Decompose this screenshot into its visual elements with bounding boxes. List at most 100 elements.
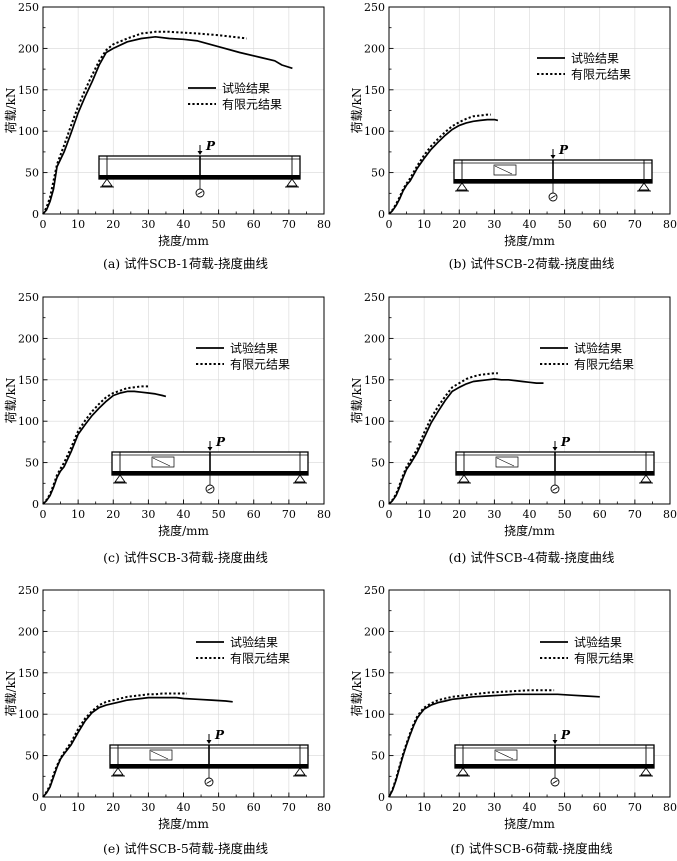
beam-schematic-inset: P <box>98 139 301 198</box>
x-tick-label: 50 <box>558 508 572 521</box>
y-tick-label: 0 <box>32 208 39 221</box>
x-tick-label: 60 <box>593 218 607 231</box>
beam-schematic-inset: P <box>454 728 655 787</box>
legend-label: 试验结果 <box>222 81 270 96</box>
x-tick-label: 50 <box>558 218 572 231</box>
x-tick-label: 20 <box>452 508 466 521</box>
series-line-fem <box>42 385 149 505</box>
series-line-test <box>388 378 544 505</box>
support-left <box>457 767 469 776</box>
y-tick-label: 250 <box>364 291 385 304</box>
web-opening-mark <box>149 749 173 761</box>
beam-bottom-flange <box>110 764 308 768</box>
y-tick-label: 200 <box>18 625 39 638</box>
x-tick-label: 10 <box>417 801 431 814</box>
x-tick-label: 40 <box>523 801 537 814</box>
support-right <box>294 474 306 483</box>
legend-label: 试验结果 <box>574 635 622 650</box>
series-line-fem <box>388 689 555 798</box>
legend-label: 有限元结果 <box>230 652 290 666</box>
chart-panel-d: 0 10 20 30 40 50 60 70 80 0 50 100 150 200 250 挠度/mm 荷载/… <box>350 291 677 538</box>
x-tick-label: 40 <box>523 218 537 231</box>
y-tick-label: 100 <box>364 125 385 138</box>
y-tick-label: 250 <box>18 584 39 597</box>
gauge-needle <box>206 780 212 784</box>
support-right <box>286 178 298 187</box>
legend-label: 有限元结果 <box>571 68 631 82</box>
x-tick-label: 70 <box>628 218 642 231</box>
beam-bottom-flange <box>99 175 300 179</box>
x-tick-label: 20 <box>106 801 120 814</box>
support-right <box>638 182 650 191</box>
y-tick-label: 50 <box>371 167 385 180</box>
beam-schematic-inset: P <box>455 435 655 494</box>
beam-schematic-inset: P <box>111 435 309 494</box>
x-tick-label: 50 <box>212 218 226 231</box>
y-axis-label: 荷载/kN <box>4 671 18 717</box>
y-tick-label: 200 <box>18 42 39 55</box>
y-tick-label: 150 <box>364 84 385 97</box>
legend-label: 有限元结果 <box>574 652 634 666</box>
y-tick-label: 100 <box>18 415 39 428</box>
x-axis-label: 挠度/mm <box>504 816 555 831</box>
y-tick-label: 100 <box>18 125 39 138</box>
figure-caption: (d) 试件SCB-4荷载-挠度曲线 <box>449 550 615 565</box>
y-tick-label: 150 <box>18 374 39 387</box>
y-tick-label: 150 <box>364 374 385 387</box>
load-label-p: P <box>558 143 569 157</box>
legend-label: 试验结果 <box>230 635 278 650</box>
x-tick-label: 20 <box>106 508 120 521</box>
beam-bottom-flange <box>112 471 308 475</box>
y-tick-label: 250 <box>364 584 385 597</box>
x-tick-label: 80 <box>663 801 677 814</box>
beam-bottom-flange <box>456 471 654 475</box>
chart-panel-f: 0 10 20 30 40 50 60 70 80 0 50 100 150 200 250 挠度/mm 荷载/… <box>350 584 677 831</box>
legend-label: 试验结果 <box>230 341 278 356</box>
x-tick-label: 40 <box>177 508 191 521</box>
web-opening-mark <box>495 456 519 468</box>
y-tick-label: 0 <box>378 208 385 221</box>
x-tick-label: 50 <box>212 508 226 521</box>
support-right <box>640 474 652 483</box>
x-tick-label: 0 <box>386 508 393 521</box>
y-axis-label: 荷载/kN <box>350 88 364 134</box>
x-tick-label: 10 <box>71 508 85 521</box>
web-opening-mark <box>494 749 518 761</box>
x-tick-label: 80 <box>317 218 331 231</box>
x-tick-label: 0 <box>40 508 47 521</box>
x-tick-label: 80 <box>663 218 677 231</box>
x-tick-label: 60 <box>593 508 607 521</box>
legend-label: 试验结果 <box>574 341 622 356</box>
figure-caption: (a) 试件SCB-1荷载-挠度曲线 <box>103 256 269 271</box>
beam-schematic-inset: P <box>453 143 653 202</box>
x-tick-label: 0 <box>40 801 47 814</box>
y-tick-label: 0 <box>32 791 39 804</box>
x-tick-label: 10 <box>71 801 85 814</box>
y-tick-label: 200 <box>18 332 39 345</box>
y-tick-label: 250 <box>364 1 385 14</box>
x-tick-label: 20 <box>106 218 120 231</box>
series-line-test <box>42 390 167 505</box>
x-tick-label: 70 <box>282 508 296 521</box>
x-axis-label: 挠度/mm <box>504 233 555 248</box>
y-tick-label: 100 <box>364 415 385 428</box>
support-left <box>456 182 468 191</box>
beam-bottom-flange <box>454 179 652 183</box>
beam-schematic-inset: P <box>109 728 309 787</box>
x-tick-label: 50 <box>558 801 572 814</box>
y-axis-label: 荷载/kN <box>350 378 364 424</box>
chart-panel-a: 0 10 20 30 40 50 60 70 80 0 50 100 150 200 250 挠度/mm 荷载/… <box>4 1 331 248</box>
y-tick-label: 250 <box>18 291 39 304</box>
x-axis-label: 挠度/mm <box>504 523 555 538</box>
gauge-needle <box>197 191 203 195</box>
chart-panel-c: 0 10 20 30 40 50 60 70 80 0 50 100 150 200 250 挠度/mm 荷载/… <box>4 291 331 538</box>
x-tick-label: 10 <box>71 218 85 231</box>
x-tick-label: 30 <box>487 218 501 231</box>
figure-caption: (c) 试件SCB-3荷载-挠度曲线 <box>103 550 268 565</box>
x-axis-label: 挠度/mm <box>158 816 209 831</box>
y-tick-label: 50 <box>371 457 385 470</box>
